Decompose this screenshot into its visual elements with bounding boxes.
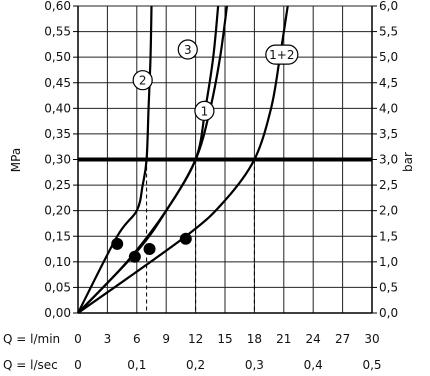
y-tick-label-left: 0,25 [44, 178, 71, 192]
curve-labels: 2 3 1 1+2 [132, 39, 299, 121]
x-tick-label: 0,2 [186, 358, 205, 372]
x-tick-label: 30 [364, 332, 379, 346]
x-tick-label: 21 [276, 332, 291, 346]
data-marker [111, 237, 124, 250]
curve-series [77, 5, 153, 314]
x-tick-label: 0,5 [362, 358, 381, 372]
curve-label: 1 [201, 104, 209, 118]
curve-label-bubble [265, 44, 299, 65]
y-tick-label-left: 0,50 [44, 50, 71, 64]
curve-label-bubble [177, 39, 198, 60]
curve-label-bubble [194, 100, 215, 121]
y-tick-label-right: 4,5 [379, 76, 398, 90]
x-tick-label: 27 [335, 332, 350, 346]
y-tick-label-left: 0,55 [44, 25, 71, 39]
y-tick-label-right: 3,0 [379, 153, 398, 167]
y-tick-label-left: 0,00 [44, 306, 71, 320]
y-tick-label-left: 0,20 [44, 204, 71, 218]
y-tick-label-left: 0,35 [44, 127, 71, 141]
axes: 0,000,050,100,150,200,250,300,350,400,45… [44, 0, 398, 372]
data-marker [128, 250, 141, 263]
y-tick-label-right: 0,0 [379, 306, 398, 320]
y-tick-label-right: 1,0 [379, 255, 398, 269]
y-axis-right-label: bar [401, 152, 415, 172]
y-tick-label-right: 6,0 [379, 0, 398, 13]
y-tick-label-left: 0,30 [44, 153, 71, 167]
y-tick-label-left: 0,40 [44, 101, 71, 115]
y-tick-label-right: 5,0 [379, 50, 398, 64]
x-tick-label: 15 [217, 332, 232, 346]
y-tick-label-left: 0,05 [44, 280, 71, 294]
x-tick-label: 24 [306, 332, 321, 346]
x-axis-label-lsec: Q = l/sec [3, 358, 58, 372]
y-tick-label-left: 0,15 [44, 229, 71, 243]
curve-label-bubble [132, 70, 153, 91]
y-tick-label-right: 1,5 [379, 229, 398, 243]
x-axis-label-lmin: Q = l/min [3, 332, 60, 346]
y-tick-label-left: 0,10 [44, 255, 71, 269]
x-tick-label: 0 [74, 358, 82, 372]
markers [111, 232, 192, 263]
x-tick-label: 6 [133, 332, 141, 346]
x-tick-label: 0,3 [245, 358, 264, 372]
x-tick-label: 0,4 [304, 358, 323, 372]
y-tick-label-right: 0,5 [379, 280, 398, 294]
dashed-drop-lines [146, 159, 255, 313]
x-tick-label: 9 [162, 332, 170, 346]
y-tick-label-right: 3,5 [379, 127, 398, 141]
y-tick-label-right: 2,5 [379, 178, 398, 192]
data-marker [179, 232, 192, 245]
curve-label: 1+2 [269, 48, 294, 62]
data-marker [143, 243, 156, 256]
x-tick-label: 3 [104, 332, 112, 346]
curve-label: 3 [184, 43, 192, 57]
x-tick-label: 0 [74, 332, 82, 346]
curve-label: 2 [139, 74, 147, 88]
x-tick-label: 0,1 [127, 358, 146, 372]
y-tick-label-right: 4,0 [379, 101, 398, 115]
y-tick-label-left: 0,45 [44, 76, 71, 90]
y-tick-label-right: 5,5 [379, 25, 398, 39]
y-axis-left-label: MPa [9, 148, 23, 172]
y-tick-label-left: 0,60 [44, 0, 71, 13]
x-tick-label: 18 [247, 332, 262, 346]
y-tick-label-right: 2,0 [379, 204, 398, 218]
x-tick-label: 12 [188, 332, 203, 346]
